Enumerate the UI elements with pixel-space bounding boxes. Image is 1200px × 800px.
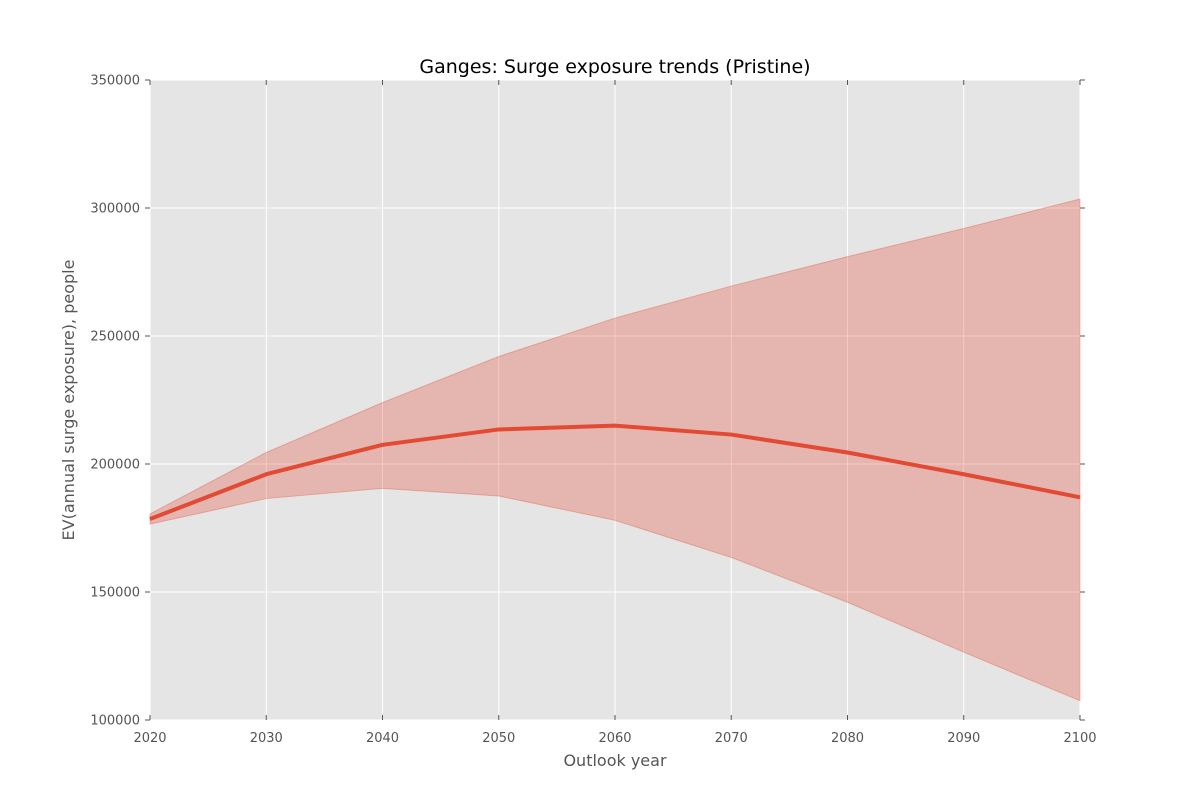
x-tick-label: 2100 [1063, 731, 1096, 746]
series-line [149, 423, 1081, 521]
x-tick-label: 2070 [715, 731, 748, 746]
x-tick-label: 2090 [947, 731, 980, 746]
y-tick-label: 100000 [90, 714, 140, 729]
x-tick-label: 2030 [250, 731, 283, 746]
y-tick-labels: 100000 150000 200000 250000 300000 350000 [90, 74, 140, 729]
x-tick-label: 2020 [133, 731, 166, 746]
line-layer [149, 423, 1081, 521]
x-tick-label: 2080 [831, 731, 864, 746]
y-tick-label: 300000 [90, 202, 140, 217]
ticks [145, 79, 1085, 721]
confidence-band [149, 198, 1081, 702]
y-tick-label: 150000 [90, 586, 140, 601]
y-tick-label: 200000 [90, 458, 140, 473]
y-axis-label: EV(annual surge exposure), people [59, 260, 78, 541]
x-axis-label: Outlook year [563, 751, 667, 770]
chart-title: Ganges: Surge exposure trends (Pristine) [419, 56, 810, 78]
y-tick-label: 250000 [90, 330, 140, 345]
band-layer [149, 198, 1081, 702]
y-tick-label: 350000 [90, 74, 140, 89]
x-tick-label: 2040 [366, 731, 399, 746]
x-tick-labels: 2020 2030 2040 2050 2060 2070 2080 2090 2100 [133, 731, 1096, 746]
x-tick-label: 2050 [482, 731, 515, 746]
x-tick-label: 2060 [598, 731, 631, 746]
